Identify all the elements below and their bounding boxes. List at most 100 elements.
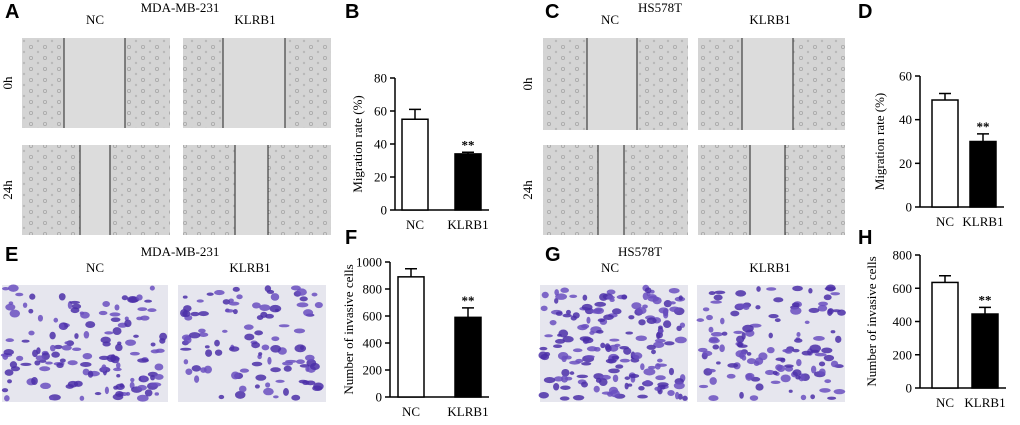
stained-cell: [39, 366, 51, 372]
stained-cell: [559, 396, 570, 401]
stained-cell: [53, 344, 63, 350]
stained-cell: [612, 374, 619, 383]
stained-cell: [640, 363, 645, 371]
stained-cell: [182, 295, 188, 299]
stained-cell: [606, 295, 615, 300]
stained-cell: [72, 347, 82, 351]
stained-cell: [188, 332, 201, 339]
stained-cell: [296, 359, 305, 364]
stained-cell: [198, 332, 209, 337]
stained-cell: [576, 374, 589, 379]
stained-cell: [266, 289, 275, 294]
stained-cell: [819, 388, 831, 393]
stained-cell: [9, 309, 21, 318]
stained-cell: [269, 304, 282, 313]
stained-cell: [682, 395, 688, 401]
stained-cell: [657, 382, 669, 387]
stained-cell: [85, 321, 96, 328]
stained-cell: [191, 365, 202, 372]
wound-gap: [80, 145, 110, 235]
stained-cell: [137, 307, 148, 312]
stained-cell: [646, 317, 657, 324]
stained-cell: [198, 311, 209, 317]
stained-cell: [611, 355, 620, 360]
wound-gap: [64, 38, 125, 128]
y-tick-label: 0: [376, 390, 383, 405]
stained-cell: [137, 358, 149, 363]
stained-cell: [21, 339, 30, 343]
stained-cell: [190, 311, 200, 317]
stained-cell: [600, 342, 606, 349]
stained-cell: [182, 310, 191, 318]
y-axis-label: Number of invasive cells: [341, 264, 356, 394]
stained-cell: [234, 391, 246, 399]
stained-cell: [271, 336, 280, 342]
stained-cell: [714, 290, 726, 295]
stained-cell: [637, 394, 648, 399]
stained-cell: [49, 331, 56, 340]
stained-cell: [231, 371, 240, 380]
stained-cell: [708, 326, 714, 333]
stained-cell: [808, 288, 813, 294]
stained-cell: [673, 382, 685, 390]
stained-cell: [727, 363, 739, 368]
stained-cell: [582, 294, 588, 301]
error-bar: [462, 151, 474, 154]
stained-cell: [565, 309, 572, 315]
stained-cell: [79, 395, 85, 401]
stained-cell: [555, 293, 568, 300]
stained-cell: [263, 387, 274, 396]
stained-cell: [206, 292, 214, 296]
stained-cell: [270, 367, 281, 373]
stained-cell: [22, 302, 28, 308]
stained-cell: [813, 336, 825, 341]
y-tick-label: 40: [899, 112, 912, 127]
stained-cell: [20, 362, 32, 366]
stained-cell: [603, 314, 614, 320]
stained-cell: [116, 362, 121, 369]
panel-letter: B: [345, 1, 359, 23]
stained-cell: [40, 382, 52, 390]
y-axis-label: Migration rate (%): [872, 93, 887, 190]
stained-cell: [140, 315, 150, 321]
stained-cell: [818, 301, 828, 307]
stained-cell: [658, 329, 664, 334]
stained-cell: [735, 290, 747, 297]
stained-cell: [114, 304, 120, 311]
x-tick-label: NC: [406, 217, 424, 232]
stained-cell: [4, 395, 10, 402]
stained-cell: [832, 309, 841, 313]
stained-cell: [49, 396, 54, 401]
stained-cell: [61, 344, 72, 351]
stained-cell: [314, 301, 323, 309]
stained-cell: [270, 293, 280, 301]
stained-cell: [125, 339, 137, 346]
stained-cell: [599, 293, 608, 301]
stained-cell: [214, 349, 223, 356]
row-label: 24h: [520, 180, 535, 200]
stained-cell: [116, 373, 121, 378]
stained-cell: [790, 306, 802, 315]
stained-cell: [183, 305, 192, 312]
y-tick-label: 40: [374, 137, 387, 152]
stained-cell: [51, 351, 60, 358]
stained-cell: [628, 315, 635, 320]
y-tick-label: 20: [374, 170, 387, 185]
stained-cell: [67, 380, 79, 388]
stained-cell: [817, 304, 828, 312]
stained-cell: [293, 328, 306, 334]
stained-cell: [554, 339, 566, 344]
stained-cell: [830, 292, 841, 296]
stained-cell: [655, 375, 666, 381]
stained-cell: [154, 363, 164, 371]
stained-cell: [660, 384, 666, 390]
stained-cell: [651, 349, 656, 355]
stained-cell: [58, 323, 65, 330]
stained-cell: [644, 380, 652, 385]
panel-letter: G: [545, 244, 561, 266]
column-label: KLRB1: [749, 260, 790, 275]
significance-mark: **: [979, 292, 992, 307]
stained-cell: [625, 331, 634, 335]
stained-cell: [149, 382, 162, 387]
stained-cell: [232, 308, 238, 315]
